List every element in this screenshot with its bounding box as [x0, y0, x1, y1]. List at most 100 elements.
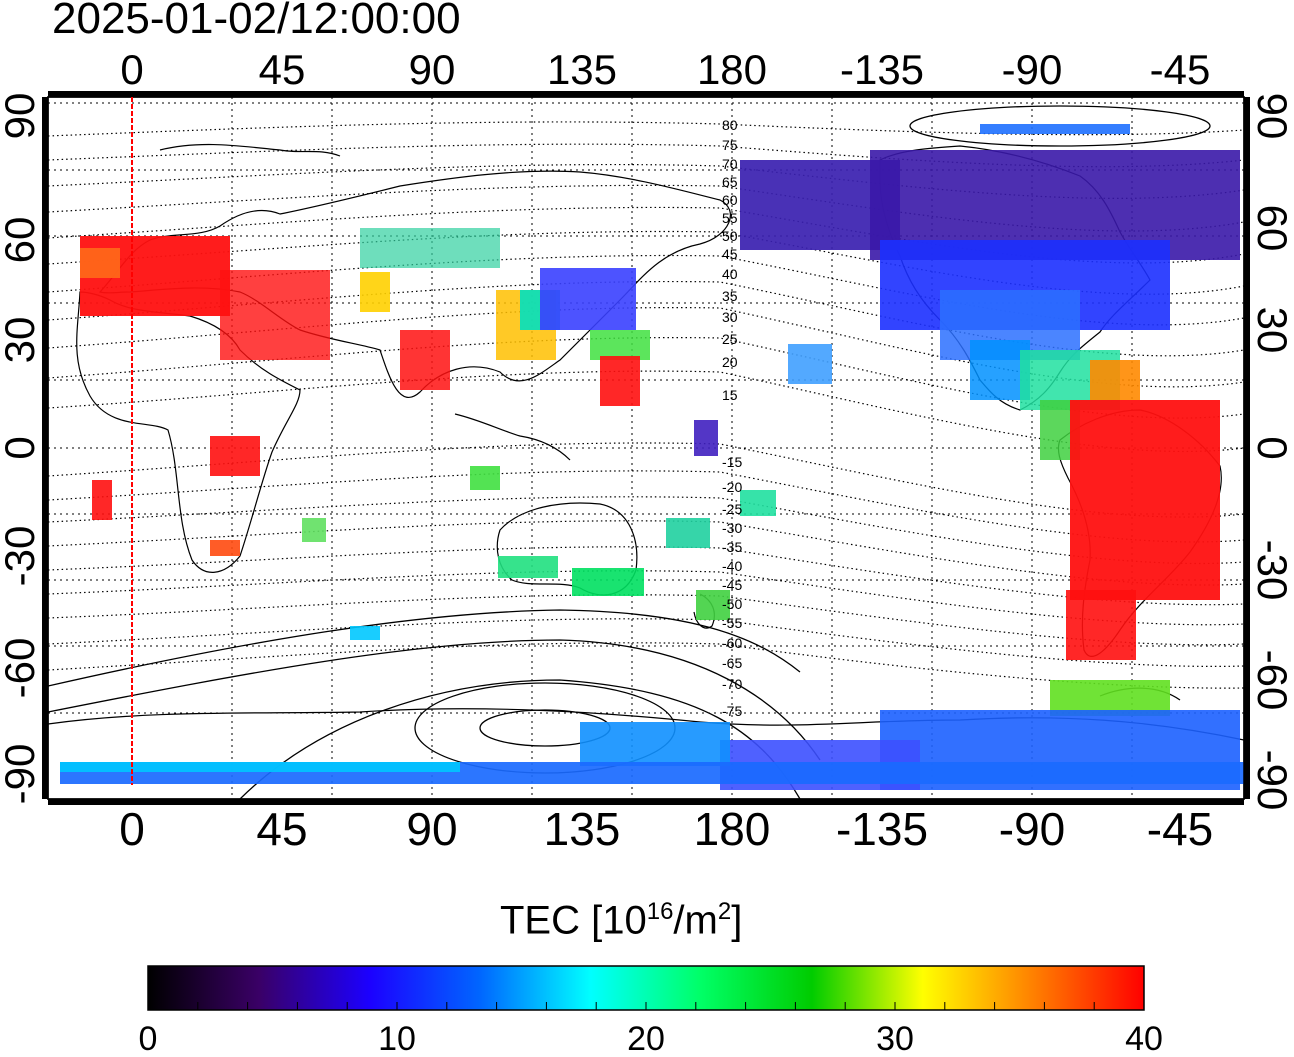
magnetic-latitude-label: 25 [722, 331, 738, 347]
tick-label: -60 [0, 638, 43, 699]
tick-label: 60 [1249, 205, 1294, 252]
magnetic-latitude-label: -50 [722, 596, 742, 612]
colorbar-tick-label: 40 [1125, 1020, 1163, 1057]
map-timestamp-title: 2025-01-02/12:00:00 [52, 0, 461, 43]
tick-label: 45 [256, 803, 307, 855]
magnetic-latitude-label: -55 [722, 615, 742, 631]
colorbar-ticks [197, 1002, 1095, 1010]
tick-label: 90 [409, 46, 456, 93]
tec-patch [360, 228, 500, 268]
magnetic-latitude-label: 70 [722, 156, 738, 172]
left-latitude-ticks: 90 60 30 0 -30 -60 -90 [0, 93, 43, 805]
tick-label: 135 [547, 46, 617, 93]
magnetic-latitude-label: 65 [722, 174, 738, 190]
tick-label: -135 [840, 46, 924, 93]
tec-patch [590, 330, 650, 360]
magnetic-latitude-label: 60 [722, 192, 738, 208]
edge-tick-bars [42, 91, 1250, 805]
tick-label: 90 [0, 93, 43, 140]
colorbar-tick-label: 30 [876, 1020, 914, 1057]
tec-patch [580, 722, 730, 766]
tec-patch [360, 272, 390, 312]
magnetic-latitude-label: 45 [722, 246, 738, 262]
right-latitude-ticks: 90 60 30 0 -30 -60 -90 [1249, 93, 1294, 811]
magnetic-latitude-labels: 80 75 70 65 60 55 50 45 40 35 30 25 20 15 -15 -20 -25 -30… [722, 117, 742, 719]
tick-label: -90 [999, 803, 1065, 855]
magnetic-latitude-label: 50 [722, 228, 738, 244]
tick-label: -30 [1249, 540, 1294, 601]
tick-label: 30 [0, 317, 43, 364]
tick-label: -90 [0, 744, 43, 805]
tec-patch [540, 268, 636, 330]
tick-label: 90 [406, 803, 457, 855]
tec-patch [1070, 400, 1220, 600]
tick-label: 0 [0, 436, 43, 459]
tick-label: -45 [1147, 803, 1213, 855]
tec-patch [400, 330, 450, 390]
bottom-longitude-ticks: 0 45 90 135 180 -135 -90 -45 [119, 803, 1213, 855]
magnetic-latitude-label: -70 [722, 676, 742, 692]
magnetic-latitude-label: -60 [722, 635, 742, 651]
tec-patch [694, 420, 718, 456]
tec-patch [210, 540, 240, 556]
magnetic-latitude-label: 75 [722, 137, 738, 153]
tick-label: 45 [259, 46, 306, 93]
tec-patch [1066, 590, 1136, 660]
tec-patch [1090, 360, 1140, 400]
magnetic-latitude-label: 35 [722, 288, 738, 304]
colorbar-tick-label: 10 [378, 1020, 416, 1057]
magnetic-latitude-label: 30 [722, 309, 738, 325]
colorbar-tick-labels: 0 10 20 30 40 [139, 1020, 1163, 1057]
colorbar-tick-label: 0 [139, 1020, 158, 1057]
magnetic-latitude-label: 15 [722, 387, 738, 403]
tick-label: -60 [1249, 650, 1294, 711]
tick-label: 90 [1249, 93, 1294, 140]
tec-patch [210, 436, 260, 476]
magnetic-latitude-label: -20 [722, 479, 742, 495]
magnetic-latitude-label: -15 [722, 454, 742, 470]
tec-patch [220, 270, 330, 360]
tick-label: 0 [1249, 436, 1294, 459]
tick-label: 0 [120, 46, 143, 93]
magnetic-latitude-label: 80 [722, 117, 738, 133]
tick-label: 180 [694, 803, 771, 855]
magnetic-latitude-label: 20 [722, 354, 738, 370]
tec-patch [600, 356, 640, 406]
tec-patch [498, 556, 558, 578]
colorbar-label: TEC [1016/m2] [500, 898, 743, 943]
colorbar-tick-label: 20 [627, 1020, 665, 1057]
tec-patch [470, 466, 500, 490]
tec-patch [666, 518, 710, 548]
tick-label: -90 [1002, 46, 1063, 93]
tec-patch [572, 568, 644, 596]
tick-label: 60 [0, 217, 43, 264]
magnetic-latitude-label: -25 [722, 501, 742, 517]
tick-label: -30 [0, 526, 43, 587]
magnetic-latitude-label: 55 [722, 210, 738, 226]
tec-patch [980, 124, 1130, 134]
tick-label: -90 [1249, 750, 1294, 811]
tick-label: -45 [1150, 46, 1211, 93]
tick-label: -135 [836, 803, 928, 855]
tec-patch [92, 480, 112, 520]
tec-patch [302, 518, 326, 542]
tick-label: 30 [1249, 307, 1294, 354]
magnetic-latitude-label: -40 [722, 558, 742, 574]
tick-label: 180 [697, 46, 767, 93]
magnetic-latitude-label: -65 [722, 655, 742, 671]
magnetic-latitude-label: -35 [722, 539, 742, 555]
tec-patch [740, 490, 776, 516]
tick-label: 0 [119, 803, 145, 855]
tec-patch [80, 248, 120, 278]
magnetic-latitude-label: -45 [722, 577, 742, 593]
tec-data [60, 124, 1244, 790]
magnetic-latitude-label: -75 [722, 703, 742, 719]
tec-patch [60, 762, 460, 772]
tec-patch [350, 626, 380, 640]
magnetic-latitude-label: -30 [722, 520, 742, 536]
tec-patch [696, 590, 730, 620]
tick-label: 135 [544, 803, 621, 855]
magnetic-latitude-label: 40 [722, 266, 738, 282]
top-longitude-ticks: 0 45 90 135 180 -135 -90 -45 [120, 46, 1210, 93]
